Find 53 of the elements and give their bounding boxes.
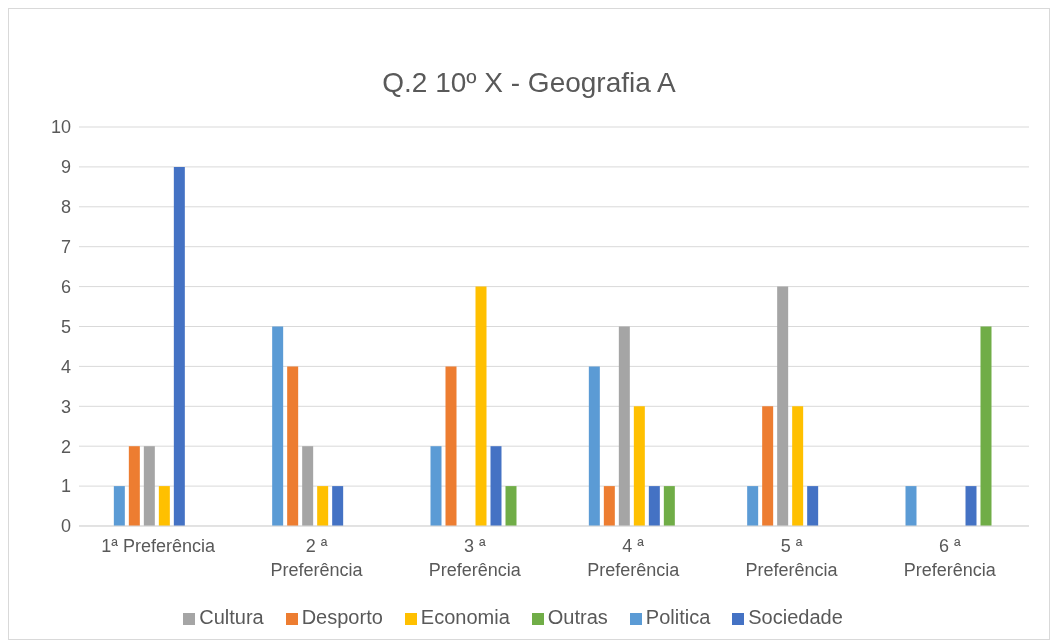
y-tick-label: 6 [60, 276, 71, 297]
legend-label: Economia [420, 606, 510, 628]
bar [777, 286, 789, 526]
bar [603, 486, 615, 526]
bar [792, 406, 804, 526]
bar [762, 406, 774, 526]
bar [287, 366, 299, 526]
bar [173, 166, 185, 526]
bar [633, 406, 645, 526]
bar [490, 446, 502, 526]
bar [747, 486, 759, 526]
x-tick-label: 3 ª Preferência [428, 536, 522, 580]
legend-label: Desporto [301, 606, 383, 628]
bar [143, 446, 155, 526]
bar [618, 326, 630, 526]
bar [588, 366, 600, 526]
bar [980, 326, 992, 526]
bar [158, 486, 170, 526]
bar [332, 486, 344, 526]
bar [505, 486, 517, 526]
bar [302, 446, 314, 526]
y-tick-label: 1 [60, 476, 71, 497]
legend-label: Outras [547, 606, 608, 628]
y-tick-label: 0 [60, 516, 71, 537]
bar [475, 286, 487, 526]
bar [807, 486, 819, 526]
y-tick-label: 4 [60, 356, 71, 377]
bar [272, 326, 284, 526]
y-tick-label: 8 [60, 197, 71, 218]
bar [113, 486, 125, 526]
bar [648, 486, 660, 526]
bar [128, 446, 140, 526]
x-tick-label: 5 ª Preferência [745, 536, 839, 580]
bar [430, 446, 442, 526]
x-tick-label: 2 ª Preferência [270, 536, 364, 580]
legend-label: Sociedade [748, 606, 843, 628]
bar [905, 486, 917, 526]
bar [663, 486, 675, 526]
y-tick-label: 5 [60, 316, 71, 337]
y-tick-label: 7 [60, 237, 71, 258]
x-tick-label: 6 ª Preferência [903, 536, 997, 580]
bar [445, 366, 457, 526]
legend-label: Cultura [199, 606, 264, 628]
chart-title: Q.2 10º X - Geografia A [381, 67, 677, 99]
y-tick-label: 2 [60, 436, 71, 457]
x-tick-label: 4 ª Preferência [587, 536, 681, 580]
y-tick-label: 9 [60, 157, 71, 178]
y-tick-label: 3 [60, 396, 71, 417]
bar [317, 486, 329, 526]
y-tick-label: 10 [50, 117, 71, 138]
legend-label: Politica [645, 606, 711, 628]
x-tick-label: 1ª Preferência [101, 536, 217, 556]
bar [965, 486, 977, 526]
